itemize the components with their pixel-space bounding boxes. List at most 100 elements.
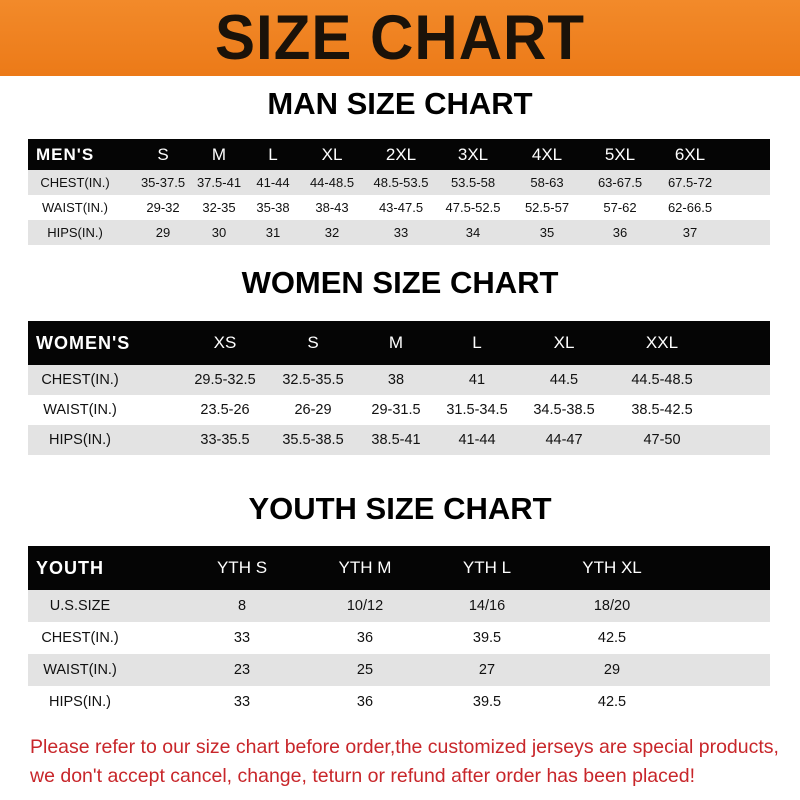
measurement-cell: 31 [265, 225, 281, 240]
measurement-cell: 52.5-57 [524, 200, 570, 215]
row-label: HIPS(IN.) [48, 432, 112, 448]
size-header: L [472, 333, 482, 352]
measurement-cell: 48.5-53.5 [373, 175, 429, 190]
measurement-cell: 27 [478, 662, 496, 678]
size-header: L [268, 145, 278, 164]
measurement-cell: 23.5-26 [200, 402, 250, 418]
measurement-cell: 33 [233, 630, 251, 646]
measurement-cell: 42.5 [597, 694, 627, 710]
measurement-cell: 33-35.5 [200, 432, 250, 448]
measurement-cell: 29 [603, 662, 621, 678]
size-chart-banner: SIZE CHART [0, 0, 800, 76]
measurement-cell: 8 [237, 598, 247, 614]
measurement-cell: 41-44 [458, 432, 496, 448]
table-row: U.S.SIZE 8 10/12 14/16 18/20 [28, 590, 770, 622]
row-label: CHEST(IN.) [40, 175, 110, 190]
row-label: U.S.SIZE [49, 598, 111, 614]
table-row: CHEST(IN.) 35-37.5 37.5-41 41-44 44-48.5 48.5… [28, 170, 770, 195]
measurement-cell: 39.5 [472, 630, 502, 646]
measurement-cell: 35 [539, 225, 555, 240]
table-title-cell: MEN'S [36, 145, 95, 164]
banner-title: SIZE CHART [215, 2, 585, 73]
measurement-cell: 44-48.5 [309, 175, 355, 190]
measurement-cell: 32-35 [202, 200, 236, 215]
order-notice-line-1: Please refer to our size chart before or… [30, 736, 779, 758]
measurement-cell: 30 [211, 225, 227, 240]
measurement-cell: 29-31.5 [371, 402, 421, 418]
size-header: M [211, 145, 227, 164]
measurement-cell: 44.5-48.5 [631, 372, 693, 388]
measurement-cell: 34 [465, 225, 481, 240]
table-row: HIPS(IN.) 29 30 31 32 33 34 35 36 37 [28, 220, 770, 245]
size-header: XL [321, 145, 343, 164]
measurement-cell: 36 [356, 694, 374, 710]
size-header: XXL [645, 333, 679, 352]
row-label: HIPS(IN.) [48, 694, 112, 710]
measurement-cell: 32 [324, 225, 340, 240]
size-header: 6XL [674, 145, 706, 164]
size-header: S [157, 145, 169, 164]
men-header-row: MEN'S S M L XL 2XL 3XL 4XL 5XL 6XL [28, 139, 770, 170]
size-header: YTH M [338, 558, 392, 577]
size-header: YTH XL [582, 558, 642, 577]
table-row: CHEST(IN.) 29.5-32.5 32.5-35.5 38 41 44.5 44.5… [28, 365, 770, 395]
men-section-title: MAN SIZE CHART [267, 86, 533, 121]
measurement-cell: 43-47.5 [378, 200, 424, 215]
men-size-table: MEN'S S M L XL 2XL 3XL 4XL 5XL 6XL CHEST(IN.) 35-37… [28, 139, 770, 245]
order-notice-line-2: we don't accept cancel, change, teturn o… [30, 765, 695, 787]
measurement-cell: 26-29 [294, 402, 332, 418]
table-row: HIPS(IN.) 33 36 39.5 42.5 [28, 686, 770, 718]
row-label: WAIST(IN.) [43, 402, 117, 418]
measurement-cell: 39.5 [472, 694, 502, 710]
measurement-cell: 25 [356, 662, 374, 678]
measurement-cell: 38.5-42.5 [631, 402, 693, 418]
size-header: XS [213, 333, 237, 352]
measurement-cell: 53.5-58 [450, 175, 496, 190]
measurement-cell: 35-38 [256, 200, 290, 215]
measurement-cell: 35.5-38.5 [282, 432, 344, 448]
measurement-cell: 23 [233, 662, 251, 678]
size-header: M [388, 333, 404, 352]
measurement-cell: 44-47 [545, 432, 583, 448]
table-title-cell: YOUTH [36, 558, 104, 578]
youth-size-table: YOUTH YTH S YTH M YTH L YTH XL U.S.SIZE 8 10/12… [28, 546, 770, 718]
women-header-row: WOMEN'S XS S M L XL XXL [28, 321, 770, 365]
measurement-cell: 38-43 [315, 200, 349, 215]
size-header: XL [553, 333, 575, 352]
measurement-cell: 33 [233, 694, 251, 710]
women-section-title: WOMEN SIZE CHART [241, 265, 559, 300]
measurement-cell: 29-32 [146, 200, 180, 215]
size-header: 4XL [531, 145, 563, 164]
measurement-cell: 35-37.5 [140, 175, 186, 190]
measurement-cell: 63-67.5 [597, 175, 643, 190]
measurement-cell: 18/20 [593, 598, 631, 614]
measurement-cell: 57-62 [603, 200, 637, 215]
measurement-cell: 44.5 [549, 372, 579, 388]
table-title-cell: WOMEN'S [36, 333, 131, 353]
youth-section-title: YOUTH SIZE CHART [248, 491, 552, 526]
measurement-cell: 47-50 [643, 432, 681, 448]
size-header: 2XL [385, 145, 417, 164]
table-row: CHEST(IN.) 33 36 39.5 42.5 [28, 622, 770, 654]
size-header: S [307, 333, 319, 352]
women-size-table: WOMEN'S XS S M L XL XXL CHEST(IN.) 29.5-32.5 32.5… [28, 321, 770, 455]
measurement-cell: 38 [387, 372, 405, 388]
measurement-cell: 29 [155, 225, 171, 240]
row-label: WAIST(IN.) [42, 200, 108, 215]
measurement-cell: 67.5-72 [667, 175, 713, 190]
measurement-cell: 47.5-52.5 [445, 200, 501, 215]
row-label: CHEST(IN.) [41, 630, 119, 646]
measurement-cell: 32.5-35.5 [282, 372, 344, 388]
measurement-cell: 34.5-38.5 [533, 402, 595, 418]
measurement-cell: 41-44 [256, 175, 290, 190]
size-header: 3XL [457, 145, 489, 164]
size-header: 5XL [604, 145, 636, 164]
row-label: HIPS(IN.) [47, 225, 103, 240]
measurement-cell: 62-66.5 [667, 200, 713, 215]
measurement-cell: 31.5-34.5 [446, 402, 508, 418]
measurement-cell: 38.5-41 [371, 432, 421, 448]
measurement-cell: 29.5-32.5 [194, 372, 256, 388]
youth-header-row: YOUTH YTH S YTH M YTH L YTH XL [28, 546, 770, 590]
measurement-cell: 10/12 [346, 598, 384, 614]
measurement-cell: 37.5-41 [196, 175, 242, 190]
